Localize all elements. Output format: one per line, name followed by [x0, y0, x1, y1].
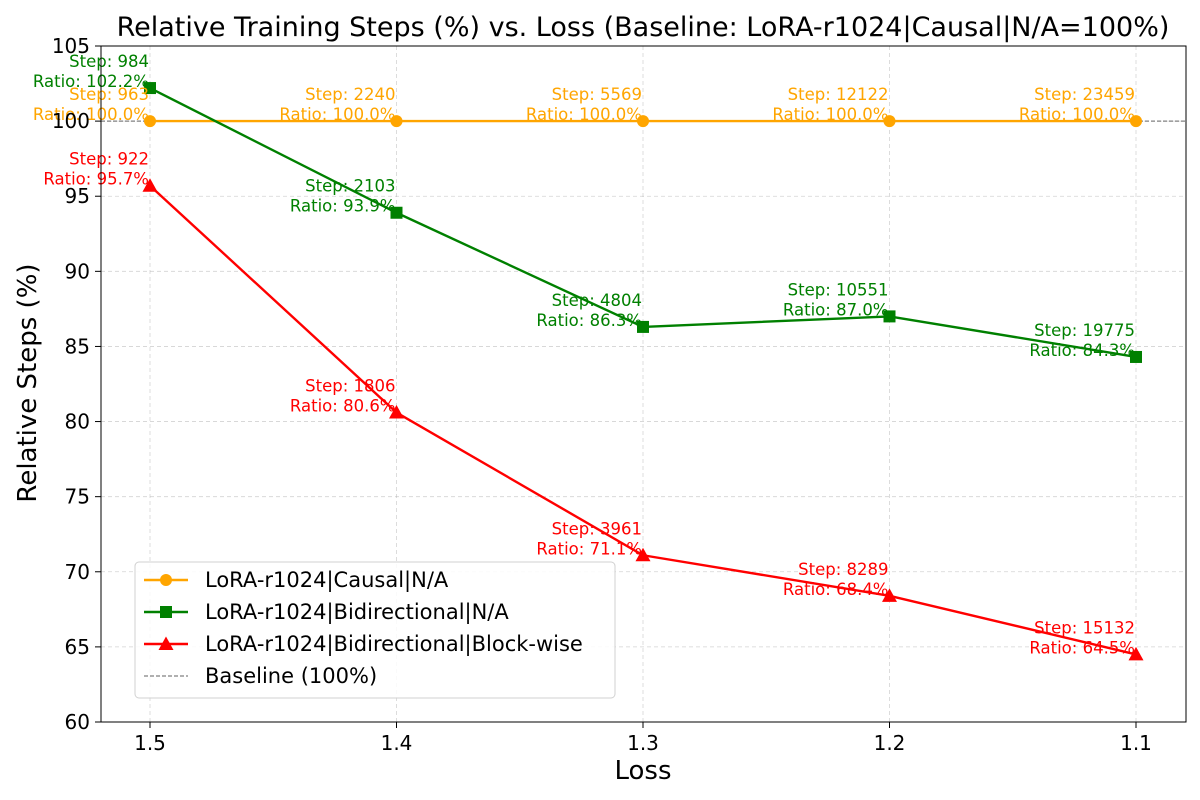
- y-tick-label: 85: [65, 334, 90, 358]
- x-tick-label: 1.4: [381, 731, 413, 755]
- legend-marker: [160, 606, 172, 618]
- series-layer: [142, 82, 1144, 661]
- data-point: [390, 206, 403, 219]
- data-label-ratio: Ratio: 80.6%: [290, 397, 396, 416]
- legend: LoRA-r1024|Causal|N/A LoRA-r1024|Bidirect…: [134, 561, 616, 699]
- data-label-ratio: Ratio: 100.0%: [526, 105, 642, 124]
- legend-label: LoRA-r1024|Bidirectional|N/A: [205, 600, 509, 625]
- data-point: [635, 547, 651, 562]
- y-tick-label: 75: [65, 485, 90, 509]
- chart-title: Relative Training Steps (%) vs. Loss (Ba…: [117, 12, 1170, 43]
- series-1: [144, 115, 1142, 128]
- data-label-step: Step: 23459: [1034, 85, 1135, 104]
- data-point: [390, 115, 403, 128]
- data-label-step: Step: 3961: [552, 519, 642, 538]
- axis-ticks: 1.5 1.4 1.3 1.2 1.1 60 65 70 75 80 85 90 95 100 105: [52, 34, 1152, 755]
- y-axis-title: Relative Steps (%): [13, 263, 43, 502]
- data-label-ratio: Ratio: 86.3%: [536, 311, 642, 330]
- y-tick-label: 90: [65, 259, 90, 283]
- data-label-step: Step: 15132: [1034, 618, 1135, 637]
- legend-item: LoRA-r1024|Bidirectional|N/A: [144, 600, 509, 625]
- data-label-step: Step: 4804: [552, 291, 642, 310]
- x-tick-label: 1.1: [1120, 731, 1152, 755]
- data-label-step: Step: 10551: [788, 280, 889, 299]
- data-point: [883, 310, 896, 323]
- legend-label: LoRA-r1024|Causal|N/A: [205, 568, 449, 593]
- legend-box: [134, 561, 616, 699]
- data-label-ratio: Ratio: 87.0%: [783, 300, 889, 319]
- data-label-step: Step: 2240: [305, 85, 395, 104]
- data-point: [882, 588, 897, 602]
- series-3: [142, 178, 1144, 661]
- legend-marker: [158, 636, 174, 650]
- data-label-ratio: Ratio: 84.3%: [1029, 341, 1135, 360]
- data-label-ratio: Ratio: 100.0%: [1019, 105, 1135, 124]
- data-label-ratio: Ratio: 95.7%: [43, 170, 149, 189]
- data-point: [142, 178, 158, 192]
- legend-item: Baseline (100%): [144, 664, 377, 688]
- legend-label: Baseline (100%): [205, 664, 377, 688]
- data-label-step: Step: 8289: [798, 560, 888, 579]
- y-tick-label: 65: [65, 635, 90, 659]
- legend-item: LoRA-r1024|Bidirectional|Block-wise: [144, 632, 583, 657]
- y-tick-label: 70: [65, 560, 90, 584]
- legend-marker: [160, 574, 172, 586]
- data-label-step: Step: 19775: [1034, 321, 1135, 340]
- data-label-ratio: Ratio: 93.9%: [290, 197, 396, 216]
- x-axis-title: Loss: [614, 756, 671, 786]
- data-label-step: Step: 984: [69, 52, 149, 71]
- data-label-step: Step: 963: [69, 85, 149, 104]
- y-tick-label: 80: [65, 410, 90, 434]
- y-tick-label: 60: [65, 710, 90, 734]
- data-point: [1130, 350, 1142, 363]
- x-tick-label: 1.5: [134, 731, 166, 755]
- data-label-step: Step: 1806: [305, 377, 395, 396]
- data-label-ratio: Ratio: 64.5%: [1029, 638, 1135, 657]
- data-point: [1130, 115, 1142, 128]
- y-tick-label: 95: [65, 184, 90, 208]
- y-tick-label: 105: [52, 34, 90, 58]
- data-label-step: Step: 2103: [305, 177, 395, 196]
- legend-item: LoRA-r1024|Causal|N/A: [144, 568, 449, 593]
- data-point: [637, 115, 649, 128]
- data-label-step: Step: 922: [69, 150, 149, 169]
- data-point: [144, 82, 156, 95]
- data-label-step: Step: 12122: [788, 85, 889, 104]
- data-label-ratio: Ratio: 102.2%: [33, 72, 149, 91]
- data-label-ratio: Ratio: 100.0%: [33, 105, 149, 124]
- data-point: [389, 405, 404, 419]
- data-point: [1128, 646, 1144, 661]
- data-label-ratio: Ratio: 68.4%: [783, 580, 889, 599]
- data-label-ratio: Ratio: 100.0%: [279, 105, 395, 124]
- data-label-step: Step: 5569: [552, 85, 642, 104]
- data-label-ratio: Ratio: 100.0%: [772, 105, 888, 124]
- data-point: [637, 320, 649, 333]
- legend-label: LoRA-r1024|Bidirectional|Block-wise: [205, 632, 583, 657]
- data-label-ratio: Ratio: 71.1%: [536, 539, 642, 558]
- series-2: [144, 82, 1142, 363]
- x-tick-label: 1.2: [874, 731, 906, 755]
- y-tick-label: 100: [52, 109, 90, 133]
- x-tick-label: 1.3: [627, 731, 659, 755]
- data-point: [883, 115, 896, 128]
- data-point: [144, 115, 156, 128]
